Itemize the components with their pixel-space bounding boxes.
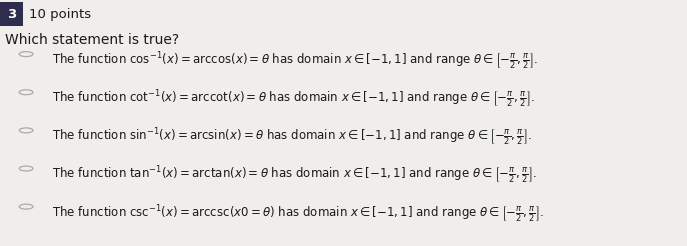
Text: The function $\mathregular{cot}^{-1}(x) = \mathregular{arccot}(x) = \theta$ has : The function $\mathregular{cot}^{-1}(x) … — [52, 89, 534, 110]
Text: The function $\mathregular{csc}^{-1}(x) = \mathregular{arccsc}(x0 = \theta)$ has: The function $\mathregular{csc}^{-1}(x) … — [52, 203, 544, 225]
Text: Which statement is true?: Which statement is true? — [5, 33, 179, 47]
FancyBboxPatch shape — [0, 2, 23, 26]
Text: The function $\mathregular{tan}^{-1}(x) = \mathregular{arctan}(x) = \theta$ has : The function $\mathregular{tan}^{-1}(x) … — [52, 165, 537, 186]
Text: The function $\mathregular{sin}^{-1}(x) = \mathregular{arcsin}(x) = \theta$ has : The function $\mathregular{sin}^{-1}(x) … — [52, 127, 532, 148]
Text: 3: 3 — [7, 8, 16, 21]
Text: 10 points: 10 points — [29, 8, 91, 21]
Text: The function $\mathregular{cos}^{-1}(x) = \mathregular{arccos}(x) = \theta$ has : The function $\mathregular{cos}^{-1}(x) … — [52, 51, 538, 72]
